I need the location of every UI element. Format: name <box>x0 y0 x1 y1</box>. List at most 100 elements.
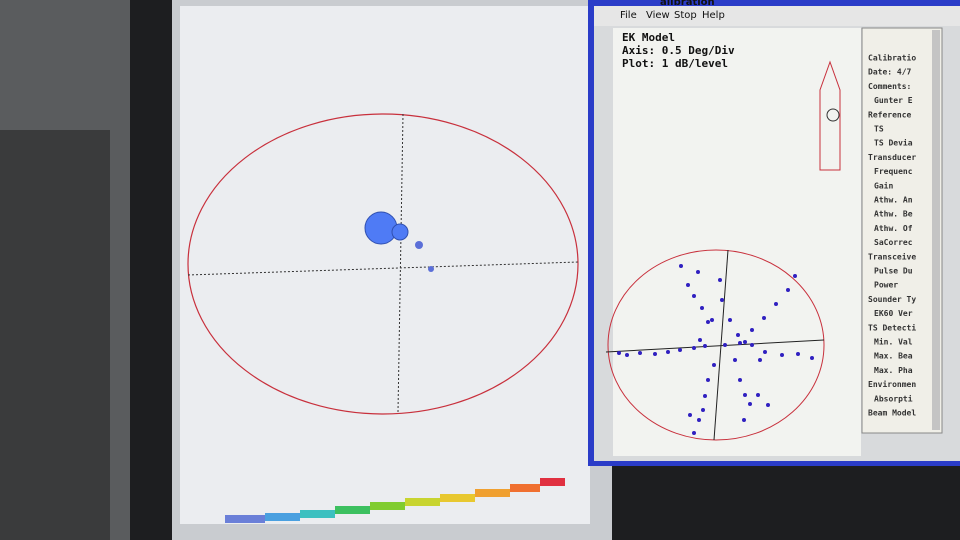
report-line: Calibratio <box>868 53 916 63</box>
target-dot <box>810 356 814 360</box>
report-line: Power <box>874 281 898 290</box>
target-dot <box>796 352 800 356</box>
report-line: SaCorrec <box>874 238 913 247</box>
report-line: Max. Bea <box>874 352 913 361</box>
target-dot <box>728 318 732 322</box>
polar-axis-v <box>713 249 729 441</box>
report-line: Comments: <box>868 82 911 91</box>
menu-item[interactable]: Help <box>702 10 725 21</box>
report-line: TS Devia <box>874 138 913 148</box>
report-line: Athw. Be <box>874 210 913 219</box>
target-blob <box>428 266 434 272</box>
report-line: Gain <box>874 180 893 190</box>
target-dot <box>763 350 767 354</box>
target-dot <box>706 378 710 382</box>
menu-item[interactable]: File <box>620 10 637 21</box>
target-dot <box>700 306 704 310</box>
target-dot <box>692 294 696 298</box>
crosshair-v <box>397 113 404 413</box>
target-dot <box>698 338 702 342</box>
target-dot <box>723 343 727 347</box>
target-dot <box>766 403 770 407</box>
target-dot <box>692 431 696 435</box>
report-line: Reference <box>868 110 912 119</box>
scale-label: Plot: 1 dB/level <box>622 57 728 70</box>
polar-axis-h <box>605 339 825 353</box>
report-line: EK60 Ver <box>874 309 913 318</box>
target-dot <box>666 350 670 354</box>
target-dot <box>786 288 790 292</box>
report-scrollbar <box>932 30 940 430</box>
target-dot <box>720 298 724 302</box>
target-dot <box>679 264 683 268</box>
report-line: Date: 4/7 <box>868 68 912 77</box>
target-dot <box>617 351 621 355</box>
crosshair-h <box>187 261 579 276</box>
transducer-icon-dot <box>826 108 840 122</box>
target-dot <box>712 363 716 367</box>
menu-item[interactable]: View <box>646 10 670 21</box>
target-dot <box>688 413 692 417</box>
target-dot <box>710 318 714 322</box>
target-dot <box>743 340 747 344</box>
polar-circle <box>607 249 825 441</box>
target-blob <box>364 211 398 245</box>
polar-plot-area <box>613 28 861 456</box>
report-line: Sounder Ty <box>868 295 916 304</box>
target-dot <box>703 344 707 348</box>
target-dot <box>793 274 797 278</box>
report-line: Athw. Of <box>874 224 913 233</box>
target-dot <box>733 358 737 362</box>
target-dot <box>736 333 740 337</box>
target-dot <box>706 320 710 324</box>
report-line: Environmen <box>868 379 916 389</box>
target-dot <box>638 351 642 355</box>
target-dot <box>718 278 722 282</box>
target-blob <box>415 241 423 249</box>
target-dot <box>743 393 747 397</box>
monitor-side <box>0 130 110 540</box>
target-blob <box>391 223 409 241</box>
target-dot <box>697 418 701 422</box>
report-panel <box>861 27 943 434</box>
report-line: Gunter E <box>874 96 913 105</box>
report-line: Frequenc <box>874 167 913 176</box>
report-line: Beam Model <box>868 409 916 418</box>
target-dot <box>748 402 752 406</box>
target-dot <box>625 353 629 357</box>
report-line: Absorpti <box>874 393 913 403</box>
menu-item[interactable]: Stop <box>674 10 697 21</box>
target-dot <box>653 352 657 356</box>
report-line: Transducer <box>868 153 916 162</box>
target-dot <box>692 346 696 350</box>
target-dot <box>701 408 705 412</box>
target-dot <box>742 418 746 422</box>
axis-label: Axis: 0.5 Deg/Div <box>622 44 735 57</box>
report-line: Athw. An <box>874 196 913 205</box>
target-dot <box>750 343 754 347</box>
target-dot <box>703 394 707 398</box>
left-plot-area <box>180 6 590 524</box>
menu-bar <box>594 6 960 26</box>
beam-ellipse <box>187 113 579 415</box>
window-title: alibration <box>660 0 715 8</box>
color-scale <box>225 478 565 523</box>
transducer-icon <box>819 60 841 171</box>
target-dot <box>762 316 766 320</box>
report-line: Min. Val <box>874 337 913 347</box>
target-dot <box>696 270 700 274</box>
target-dot <box>774 302 778 306</box>
target-dot <box>750 328 754 332</box>
report-text: Calibratio Date: 4/7 Comments: Gunter E Refe… <box>868 53 916 418</box>
target-dot <box>780 353 784 357</box>
report-line: TS Detecti <box>868 322 916 332</box>
target-dot <box>738 341 742 345</box>
target-dot <box>756 393 760 397</box>
report-line: Max. Pha <box>874 366 913 375</box>
report-line: TS <box>874 125 884 134</box>
target-dots <box>617 264 814 435</box>
report-line: Pulse Du <box>874 267 913 276</box>
target-dot <box>758 358 762 362</box>
target-dot <box>686 283 690 287</box>
